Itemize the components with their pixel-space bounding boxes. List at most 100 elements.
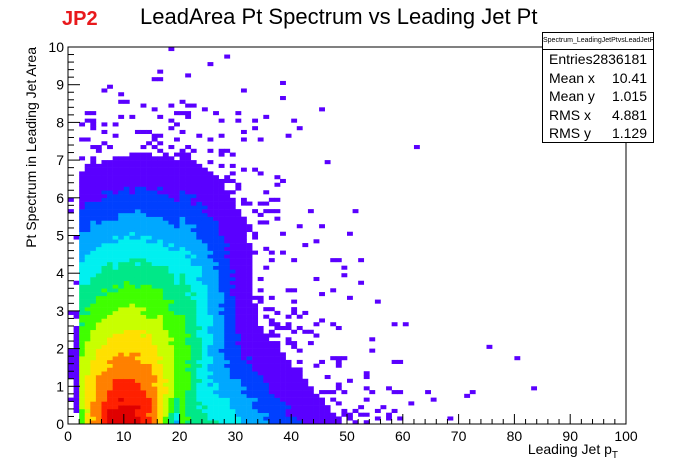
heatmap-cell	[112, 386, 119, 391]
heatmap-cell	[196, 235, 203, 240]
heatmap-cell	[129, 322, 136, 327]
heatmap-cell	[190, 405, 197, 410]
heatmap-cell	[79, 250, 86, 255]
heatmap-cell	[107, 276, 113, 282]
heatmap-cell	[90, 310, 97, 315]
heatmap-cell	[84, 258, 91, 263]
heatmap-cell	[268, 397, 275, 402]
heatmap-cell	[179, 405, 186, 410]
heatmap-cell	[229, 243, 236, 248]
heatmap-cell	[140, 393, 147, 398]
heatmap-cell	[213, 239, 219, 244]
heatmap-cell	[134, 329, 141, 334]
heatmap-cell	[162, 371, 169, 376]
heatmap-cell	[263, 352, 270, 357]
heatmap-cell	[146, 209, 152, 214]
heatmap-cell	[90, 194, 97, 199]
heatmap-cell	[79, 137, 86, 142]
heatmap-cell	[101, 141, 108, 146]
heatmap-cell	[134, 201, 141, 206]
heatmap-cell	[218, 386, 225, 391]
heatmap-cell	[151, 284, 158, 289]
heatmap-cell	[73, 314, 80, 319]
heatmap-cell	[201, 374, 208, 380]
heatmap-cell	[90, 397, 97, 402]
heatmap-cell	[134, 197, 141, 202]
heatmap-cell	[252, 295, 259, 300]
heatmap-cell	[146, 235, 152, 240]
heatmap-cell	[84, 408, 91, 413]
heatmap-cell	[235, 416, 242, 421]
heatmap-cell	[174, 420, 180, 425]
heatmap-cell	[129, 344, 136, 349]
heatmap-cell	[90, 348, 97, 353]
heatmap-cell	[391, 322, 398, 327]
heatmap-cell	[213, 333, 219, 338]
heatmap-cell	[252, 390, 259, 395]
heatmap-cell	[73, 393, 80, 398]
heatmap-cell	[101, 209, 108, 214]
heatmap-cell	[168, 371, 175, 376]
heatmap-cell	[107, 348, 113, 353]
heatmap-cell	[246, 352, 253, 357]
heatmap-cell	[118, 352, 125, 357]
heatmap-cell	[79, 299, 86, 304]
heatmap-cell	[296, 374, 303, 380]
heatmap-cell	[112, 265, 119, 270]
heatmap-cell	[201, 344, 208, 349]
heatmap-cell	[118, 284, 125, 289]
heatmap-cell	[190, 276, 197, 282]
heatmap-cell	[174, 314, 180, 319]
heatmap-cell	[229, 280, 236, 285]
heatmap-cell	[313, 397, 320, 402]
heatmap-cell	[95, 307, 102, 312]
heatmap-cell	[157, 148, 164, 153]
heatmap-cell	[129, 182, 136, 187]
heatmap-cell	[246, 201, 253, 206]
heatmap-cell	[296, 397, 303, 402]
heatmap-cell	[146, 318, 152, 323]
heatmap-cell	[185, 386, 192, 391]
heatmap-cell	[140, 325, 147, 331]
heatmap-cell	[157, 382, 164, 387]
heatmap-cell	[129, 175, 136, 180]
heatmap-cell	[90, 318, 97, 323]
heatmap-cell	[196, 352, 203, 357]
heatmap-cell	[179, 374, 186, 380]
heatmap-cell	[514, 356, 521, 361]
heatmap-cell	[146, 393, 152, 398]
heatmap-cell	[268, 352, 275, 357]
heatmap-cell	[196, 318, 203, 323]
heatmap-cell	[84, 386, 91, 391]
heatmap-cell	[285, 288, 292, 293]
heatmap-cell	[179, 352, 186, 357]
heatmap-cell	[118, 182, 125, 187]
heatmap-cell	[134, 250, 141, 255]
heatmap-cell	[168, 276, 175, 282]
heatmap-cell	[162, 352, 169, 357]
heatmap-cell	[112, 197, 119, 202]
heatmap-cell	[118, 416, 125, 421]
heatmap-cell	[274, 322, 281, 327]
heatmap-cell	[95, 231, 102, 236]
heatmap-cell	[324, 390, 331, 395]
heatmap-cell	[95, 197, 102, 202]
heatmap-cell	[157, 371, 164, 376]
heatmap-cell	[218, 152, 225, 157]
heatmap-cell	[207, 378, 214, 383]
heatmap-cell	[168, 265, 175, 270]
heatmap-cell	[112, 378, 119, 383]
heatmap-cell	[190, 103, 197, 108]
heatmap-cell	[218, 329, 225, 334]
heatmap-cell	[157, 401, 164, 406]
heatmap-cell	[218, 235, 225, 240]
heatmap-cell	[207, 137, 214, 142]
heatmap-cell	[268, 393, 275, 398]
heatmap-cell	[229, 239, 236, 244]
heatmap-cell	[240, 295, 247, 300]
heatmap-cell	[369, 337, 376, 342]
heatmap-cell	[107, 382, 113, 387]
heatmap-cell	[107, 280, 113, 285]
heatmap-cell	[252, 167, 259, 172]
heatmap-cell	[101, 201, 108, 206]
